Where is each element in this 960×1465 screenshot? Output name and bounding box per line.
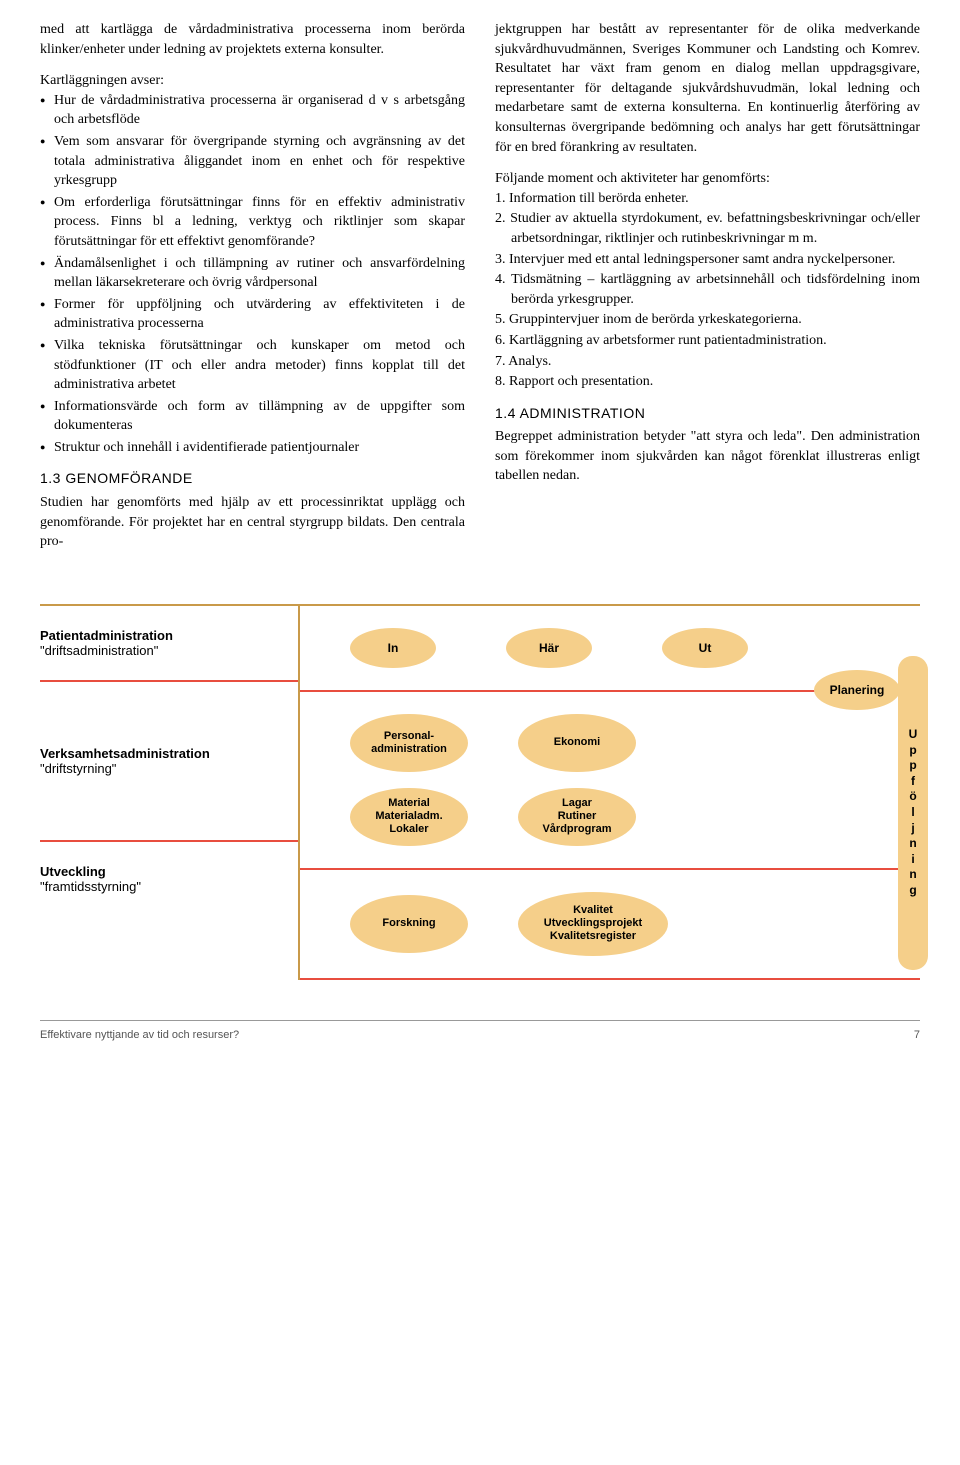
bullet-item: Former för uppföljning och utvärdering a… (40, 295, 465, 334)
row1-sub: "driftsadministration" (40, 643, 288, 658)
numbered-list: 1. Information till berörda enheter. 2. … (495, 189, 920, 392)
right-p2: Följande moment och aktiviteter har geno… (495, 169, 920, 189)
row3-sub: "framtidsstyrning" (40, 879, 288, 894)
left-bullets: Hur de vårdadministrativa processerna är… (40, 91, 465, 458)
bubble-ekonomi: Ekonomi (518, 714, 636, 772)
num-item: 5. Gruppintervjuer inom de berörda yrkes… (495, 310, 920, 330)
bullet-item: Vilka tekniska förutsättningar och kunsk… (40, 336, 465, 395)
vertical-uppfoljning: Uppföljning (898, 656, 928, 970)
heading-1-3: 1.3 GENOMFÖRANDE (40, 469, 465, 489)
right-p1: jektgruppen har bestått av representante… (495, 20, 920, 157)
right-p3: Begreppet administration betyder "att st… (495, 427, 920, 486)
right-column: jektgruppen har bestått av representante… (495, 20, 920, 564)
row2-pair-a: Personal- administration Ekonomi (350, 714, 636, 772)
bubble-material: Material Materialadm. Lokaler (350, 788, 468, 846)
left-p2-lead: Kartläggningen avser: (40, 71, 465, 91)
bullet-item: Struktur och innehåll i avidentifierade … (40, 438, 465, 458)
bullet-item: Hur de vårdadministrativa processerna är… (40, 91, 465, 130)
diag-left-row-2: Verksamhetsadministration "driftstyrning… (40, 682, 298, 842)
row2-inner: Personal- administration Ekonomi Materia… (350, 714, 636, 846)
diag-left-row-1: Patientadministration "driftsadministrat… (40, 606, 298, 682)
footer-title: Effektivare nyttjande av tid och resurse… (40, 1029, 239, 1041)
bubble-in: In (350, 628, 436, 668)
row2-main: Verksamhetsadministration (40, 746, 288, 761)
bubble-har: Här (506, 628, 592, 668)
bullet-item: Informationsvärde och form av tillämpnin… (40, 397, 465, 436)
left-p1: med att kartlägga de vårdadministrativa … (40, 20, 465, 59)
row1-main: Patientadministration (40, 628, 288, 643)
num-item: 6. Kartläggning av arbetsformer runt pat… (495, 331, 920, 351)
diag-right-row-2: Personal- administration Ekonomi Materia… (300, 692, 920, 870)
diagram-right-bubbles: In Här Ut Planering Personal- administra… (300, 606, 920, 980)
num-item: 1. Information till berörda enheter. (495, 189, 920, 209)
diagram-table: Patientadministration "driftsadministrat… (40, 604, 920, 980)
bubble-lagar: Lagar Rutiner Vårdprogram (518, 788, 636, 846)
num-item: 3. Intervjuer med ett antal ledningspers… (495, 250, 920, 270)
bubble-personaladmin: Personal- administration (350, 714, 468, 772)
diag-right-row-1: In Här Ut Planering (300, 606, 920, 692)
footer-page-number: 7 (914, 1029, 920, 1041)
bubble-planering: Planering (814, 670, 900, 710)
row3-main: Utveckling (40, 864, 288, 879)
diag-left-row-3: Utveckling "framtidsstyrning" (40, 842, 298, 916)
num-item: 8. Rapport och presentation. (495, 372, 920, 392)
bubble-forskning: Forskning (350, 895, 468, 953)
row2-sub: "driftstyrning" (40, 761, 288, 776)
left-column: med att kartlägga de vårdadministrativa … (40, 20, 465, 564)
diagram-left-labels: Patientadministration "driftsadministrat… (40, 606, 300, 980)
diag-right-row-3: Forskning Kvalitet Utvecklingsprojekt Kv… (300, 870, 920, 980)
bubble-ut: Ut (662, 628, 748, 668)
bullet-item: Ändamålsenlighet i och tillämpning av ru… (40, 254, 465, 293)
bullet-item: Om erforderliga förutsättningar finns fö… (40, 193, 465, 252)
num-item: 7. Analys. (495, 352, 920, 372)
diagram-grid: Patientadministration "driftsadministrat… (40, 606, 920, 980)
two-column-body: med att kartlägga de vårdadministrativa … (40, 20, 920, 564)
num-item: 2. Studier av aktuella styrdokument, ev.… (495, 209, 920, 248)
bubble-kvalitet: Kvalitet Utvecklingsprojekt Kvalitetsreg… (518, 892, 668, 956)
bullet-item: Vem som ansvarar för övergripande styrni… (40, 132, 465, 191)
num-item: 4. Tidsmätning – kartläggning av arbetsi… (495, 270, 920, 309)
heading-1-4: 1.4 ADMINISTRATION (495, 404, 920, 424)
page-footer: Effektivare nyttjande av tid och resurse… (40, 1020, 920, 1041)
row2-pair-b: Material Materialadm. Lokaler Lagar Ruti… (350, 788, 636, 846)
left-p3: Studien har genomförts med hjälp av ett … (40, 493, 465, 552)
